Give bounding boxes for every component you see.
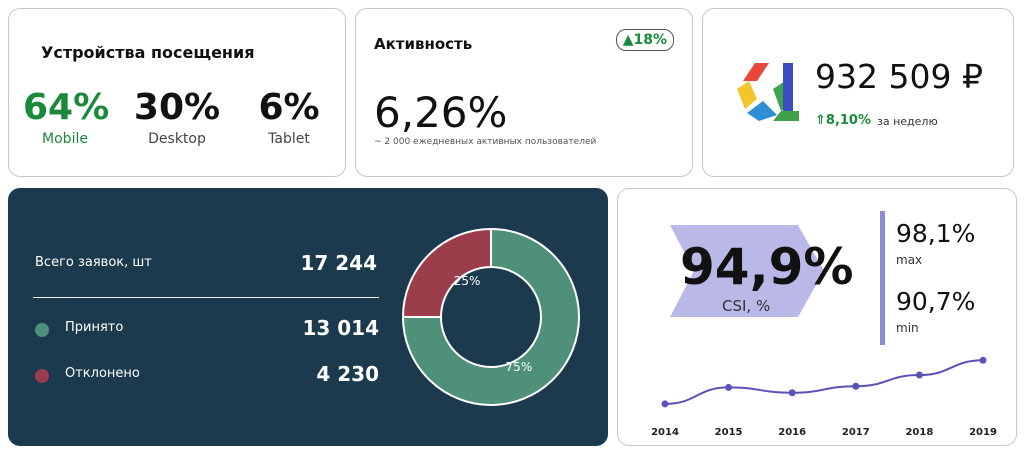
device-tablet-label: Tablet (268, 131, 310, 147)
device-mobile: 64% Mobile (23, 87, 110, 147)
brand-logo-icon (737, 63, 799, 121)
requests-row-rejected: Отклонено 4 230 (33, 362, 379, 389)
rejected-value: 4 230 (316, 362, 379, 386)
revenue-period: за неделю (877, 115, 938, 128)
csi-max-value: 98,1% (896, 219, 976, 248)
activity-value: 6,26% (374, 88, 508, 137)
csi-point-2016 (788, 389, 796, 397)
device-desktop: 30% Desktop (129, 87, 225, 147)
csi-year-label-2016: 2016 (778, 427, 806, 438)
csi-arrow-polygon (670, 225, 824, 317)
requests-donut-chart: 75% 25% (401, 227, 580, 406)
accepted-label: Принято (65, 320, 124, 335)
csi-year-label-2014: 2014 (651, 427, 679, 438)
csi-range-bar (880, 211, 885, 345)
device-tablet: 6% Tablet (249, 87, 329, 147)
csi-min-value: 90,7% (896, 287, 976, 316)
csi-year-label-2018: 2018 (905, 427, 933, 438)
csi-point-2019 (979, 356, 987, 364)
csi-point-2018 (915, 371, 923, 379)
devices-card: Устройства посещения 64% Mobile 30% Desk… (8, 8, 346, 177)
requests-total-value: 17 244 (300, 251, 377, 275)
requests-card: Всего заявок, шт 17 244 Принято 13 014 О… (8, 188, 608, 446)
requests-divider (33, 297, 379, 298)
requests-row-accepted: Принято 13 014 (33, 316, 379, 343)
csi-year-label-2017: 2017 (842, 427, 870, 438)
csi-point-2014 (661, 400, 669, 408)
csi-series-line (664, 359, 984, 405)
device-tablet-value: 6% (258, 87, 320, 128)
device-desktop-label: Desktop (148, 131, 206, 147)
requests-total-label: Всего заявок, шт (35, 255, 152, 270)
csi-label: CSI, % (722, 297, 771, 315)
csi-point-2017 (852, 382, 860, 390)
activity-subtitle: ~ 2 000 ежедневных активных пользователе… (374, 137, 597, 147)
activity-card: Активность ▲18% 6,26% ~ 2 000 ежедневных… (355, 8, 693, 177)
csi-point-2015 (725, 383, 733, 391)
revenue-value: 932 509 ₽ (815, 57, 983, 96)
revenue-card: 932 509 ₽ ⇑8,10% за неделю (702, 8, 1014, 177)
accepted-value: 13 014 (302, 316, 379, 340)
csi-min-label: min (896, 321, 919, 335)
csi-card: 94,9% CSI, % 98,1% max 90,7% min 2014 201… (617, 188, 1017, 446)
device-mobile-value: 64% (23, 87, 110, 128)
activity-title: Активность (374, 35, 473, 53)
csi-arrow-shape (670, 225, 824, 317)
csi-value: 94,9% (680, 238, 854, 296)
csi-year-label-2019: 2019 (969, 427, 997, 438)
rejected-label: Отклонено (65, 366, 140, 381)
donut-slice-0 (401, 227, 580, 406)
donut-slice-1 (401, 227, 492, 318)
csi-max-label: max (896, 253, 923, 267)
csi-line-chart: 2014 2015 2016 2017 2018 2019 (651, 356, 997, 438)
revenue-delta: ⇑8,10% (815, 113, 871, 128)
activity-growth-badge: ▲18% (615, 29, 674, 51)
devices-title: Устройства посещения (41, 43, 255, 62)
donut-label-0: 75% (506, 360, 533, 374)
device-mobile-label: Mobile (42, 131, 88, 147)
rejected-dot-icon (35, 369, 49, 383)
csi-year-label-2015: 2015 (715, 427, 743, 438)
accepted-dot-icon (35, 323, 49, 337)
donut-label-1: 25% (454, 274, 481, 288)
device-desktop-value: 30% (133, 87, 221, 128)
